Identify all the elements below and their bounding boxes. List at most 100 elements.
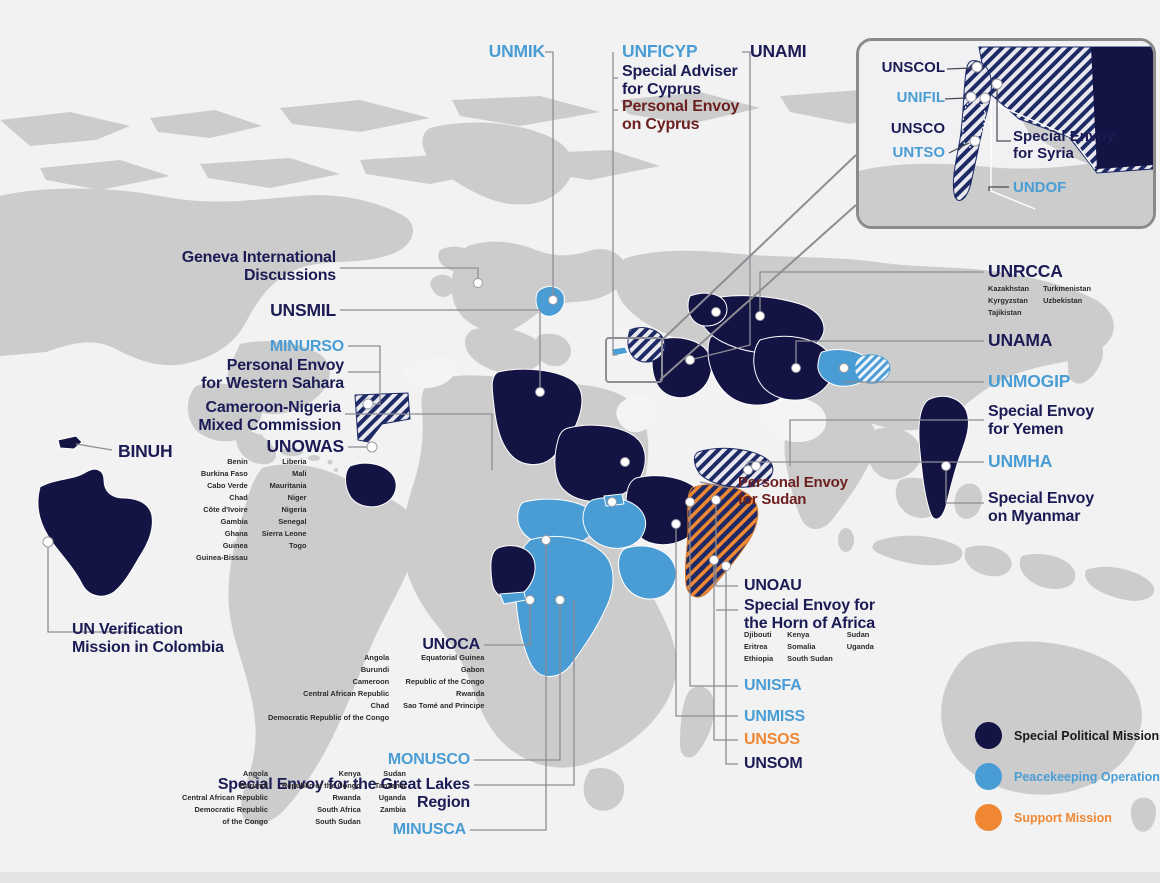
label-unmha[interactable]: UNMHA [988, 451, 1053, 471]
country-yemen [693, 447, 774, 488]
country-name: Ghana [224, 528, 248, 538]
label-unrcca[interactable]: UNRCCA [988, 261, 1063, 281]
country-name: Gabon [460, 664, 485, 674]
country-name: Eritrea [744, 641, 768, 651]
legend-swatch-orange [975, 804, 1002, 831]
label-unmik[interactable]: UNMIK [488, 41, 546, 61]
country-list-column: Kenya Somalia South Sudan [787, 629, 833, 665]
country-list-column: Sudan Uganda [847, 629, 874, 665]
legend: Special Political Missions Peacekeeping … [975, 722, 1160, 845]
leader-lines [47, 51, 984, 831]
country-name: Burundi [239, 780, 268, 790]
label-monusco[interactable]: MONUSCO [387, 751, 470, 768]
country-somalia [684, 483, 759, 598]
country-south-sudan [582, 497, 646, 549]
country-list-horn-of-africa: Djibouti Eritrea Ethiopia Kenya Somalia South… [744, 629, 874, 665]
country-name: Angola [364, 653, 390, 662]
inset-label-unsco[interactable]: UNSCO [890, 120, 945, 137]
label-minusca[interactable]: MINUSCA [392, 821, 466, 838]
label-unisfa[interactable]: UNISFA [744, 677, 802, 694]
label-geneva-international-discussions[interactable]: Geneva International Discussions [181, 249, 336, 284]
country-name: Tajikistan [988, 307, 1022, 317]
label-unoau[interactable]: UNOAU [744, 577, 802, 594]
country-name: Sudan [383, 769, 406, 778]
country-name: Kenya [338, 769, 361, 778]
label-unami[interactable]: UNAMI [750, 41, 807, 61]
label-personal-envoy-western-sahara[interactable]: Personal Envoy for Western Sahara [201, 357, 344, 392]
country-myanmar [918, 395, 969, 520]
country-name: Cameroon [352, 676, 390, 686]
country-name: Rwanda [455, 688, 485, 698]
legend-label-special-political-missions: Special Political Missions [1014, 728, 1160, 743]
inset-label-untso[interactable]: UNTSO [892, 144, 946, 161]
levant-inset-map: UNSCOL UNIFIL UNSCO UNTSO Special Envoy … [856, 38, 1156, 229]
label-unowas[interactable]: UNOWAS [266, 436, 344, 456]
country-name: Tanzania [374, 780, 406, 790]
country-list-column: Angola Burundi Central African Republic Dem… [182, 768, 268, 828]
inset-label-unifil[interactable]: UNIFIL [896, 89, 945, 106]
label-un-verification-mission-colombia[interactable]: UN Verification Mission in Colombia [72, 621, 224, 656]
country-name: Equatorial Guinea [421, 653, 485, 662]
country-name: Democratic Republic of the Congo [268, 712, 390, 722]
label-special-envoy-great-lakes[interactable]: Special Envoy for the Great Lakes Region [217, 776, 470, 811]
label-unmogip[interactable]: UNMOGIP [988, 371, 1071, 391]
label-unoca[interactable]: UNOCA [422, 636, 480, 653]
label-cameroon-nigeria-mixed-commission[interactable]: Cameroon-Nigeria Mixed Commission [198, 399, 341, 434]
country-turkmenistan [687, 292, 728, 327]
country-name: Mali [292, 468, 307, 478]
country-name: Niger [287, 492, 307, 502]
inset-label-special-envoy-syria[interactable]: Special Envoy for Syria [1013, 128, 1115, 162]
country-name: Djibouti [744, 630, 772, 639]
label-personal-envoy-cyprus[interactable]: Personal Envoy on Cyprus [622, 98, 740, 133]
country-list-column: Sudan Tanzania Uganda Zambia [375, 768, 406, 828]
country-list-column: Djibouti Eritrea Ethiopia [744, 629, 773, 665]
label-special-envoy-horn-of-africa[interactable]: Special Envoy for the Horn of Africa [744, 597, 875, 632]
country-name: Cabo Verde [207, 480, 248, 490]
country-list-unowas: Benin Burkina Faso Cabo Verde Chad Côte d'Iv… [196, 456, 307, 564]
country-haiti [57, 435, 83, 450]
label-unsos[interactable]: UNSOS [744, 731, 800, 748]
label-special-adviser-cyprus[interactable]: Special Adviser for Cyprus [622, 63, 738, 98]
label-minurso[interactable]: MINURSO [269, 338, 344, 355]
inset-label-undof[interactable]: UNDOF [1013, 179, 1067, 196]
country-name: Benin [227, 457, 248, 466]
country-name: Uzbekistan [1043, 295, 1083, 305]
label-unama[interactable]: UNAMA [988, 330, 1053, 350]
label-unsom[interactable]: UNSOM [744, 755, 803, 772]
country-iraq [651, 337, 713, 399]
legend-label-peacekeeping-operations: Peacekeeping Operations [1014, 769, 1160, 784]
label-special-envoy-yemen[interactable]: Special Envoy for Yemen [988, 403, 1094, 438]
country-name: Nigeria [281, 504, 307, 514]
country-list-column: Turkmenistan Uzbekistan [1043, 283, 1091, 319]
country-name: South Africa [317, 804, 361, 814]
country-list-unoca: Angola Burundi Cameroon Central African Rep… [268, 652, 484, 724]
country-name: Central African Republic [303, 688, 390, 698]
label-special-envoy-myanmar[interactable]: Special Envoy on Myanmar [988, 490, 1094, 525]
country-name: Guinea [222, 540, 248, 550]
country-name: Ethiopia [744, 653, 774, 663]
legend-item-support-mission: Support Mission [975, 804, 1150, 831]
country-list-column: Benin Burkina Faso Cabo Verde Chad Côte d'Iv… [196, 456, 248, 564]
country-name: South Sudan [315, 816, 361, 826]
legend-swatch-navy [975, 722, 1002, 749]
label-unsmil[interactable]: UNSMIL [270, 300, 336, 320]
inset-label-unscol[interactable]: UNSCOL [881, 59, 945, 76]
inset-navy-block [1091, 47, 1153, 169]
country-name: Kenya [787, 630, 810, 639]
country-list-column: Kazakhstan Kyrgyzstan Tajikistan [988, 283, 1029, 319]
country-name: Republic of the Congo [281, 780, 361, 790]
country-name: Kazakhstan [988, 284, 1030, 293]
country-list-column: Equatorial Guinea Gabon Republic of the Co… [403, 652, 484, 724]
country-name: Burkina Faso [200, 468, 248, 478]
country-name: Uganda [378, 792, 406, 802]
label-unficyp[interactable]: UNFICYP [622, 41, 698, 61]
country-name: Sao Tomé and Principe [403, 700, 485, 710]
country-name: Sudan [846, 630, 870, 639]
country-name: Uganda [846, 641, 874, 651]
country-name: Chad [229, 492, 248, 502]
inset-basemap [859, 41, 1153, 226]
label-personal-envoy-sudan[interactable]: Personal Envoy for Sudan [738, 474, 848, 508]
label-unmiss[interactable]: UNMISS [744, 708, 806, 725]
label-binuh[interactable]: BINUH [118, 441, 173, 461]
